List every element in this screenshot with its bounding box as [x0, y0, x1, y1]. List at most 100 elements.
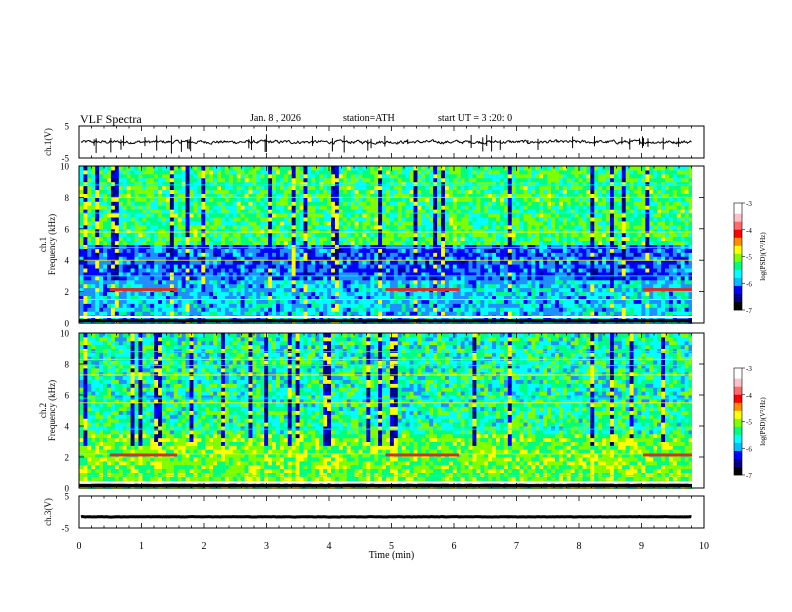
ch1-spectrogram-cell: [401, 166, 406, 171]
ch1-spectrogram-cell: [657, 237, 662, 242]
ch1-spectrogram-cell: [653, 264, 658, 269]
ch1-spectrogram-cell: [594, 248, 599, 254]
ch1-spectrogram-cell: [118, 268, 124, 273]
ch1-spectrogram-cell: [649, 170, 654, 175]
ch1-spectrogram-cell: [574, 284, 579, 289]
ch1-spectrogram-cell: [476, 272, 481, 277]
ch1-spectrogram-cell: [118, 241, 124, 246]
ch1-spectrogram-cell: [264, 182, 269, 187]
ch1-spectrogram-cell: [350, 237, 355, 242]
ch1-spectrogram-cell: [531, 217, 536, 222]
ch1-spectrogram-cell: [362, 217, 367, 222]
ch1-spectrogram-cell: [558, 284, 564, 289]
ch1-spectrogram-cell: [527, 284, 532, 289]
ch1-spectrogram-cell: [95, 264, 100, 269]
ch1-spectrogram-cell: [578, 182, 583, 187]
ch1-spectrogram-cell: [307, 197, 312, 203]
ch1-spectrogram-cell: [444, 170, 450, 175]
ch1-spectrogram-cell: [484, 256, 489, 261]
ch1-spectrogram-cell: [382, 178, 387, 183]
ch1-spectrogram-cell: [448, 252, 454, 258]
ch1-spectrogram-cell: [268, 260, 273, 265]
ch1-spectrogram-cell: [641, 178, 646, 183]
ch1-spectrogram-cell: [240, 256, 245, 261]
ch1-spectrogram-cell: [79, 225, 84, 230]
ch1-spectrogram-cell: [499, 190, 505, 195]
ch1-spectrogram-cell: [138, 245, 143, 250]
ch1-spectrogram-cell: [519, 193, 524, 199]
ch1-spectrogram-cell: [558, 166, 564, 171]
ch1-spectrogram-cell: [476, 241, 481, 246]
ch1-spectrogram-cell: [354, 197, 359, 203]
ch1-spectrogram-cell: [154, 272, 159, 277]
ch1-spectrogram-cell: [417, 252, 422, 258]
ch1-spectrogram-cell: [154, 209, 159, 214]
ch1-spectrogram-cell: [378, 272, 383, 277]
ch1-spectrogram-cell: [680, 245, 685, 250]
ch1-spectrogram-cell: [405, 268, 410, 273]
ch1-spectrogram-cell: [676, 256, 682, 261]
ch1-spectrogram-cell: [142, 213, 147, 218]
ch1-spectrogram-cell: [566, 174, 571, 179]
ch1-spectrogram-cell: [154, 174, 159, 179]
ch1-spectrogram-cell: [283, 264, 289, 269]
ch1-spectrogram-cell: [413, 245, 418, 250]
ch1-spectrogram-cell: [193, 213, 198, 218]
ch1-spectrogram-cell: [409, 237, 414, 242]
ch1-spectrogram-cell: [295, 260, 300, 265]
ch1-spectrogram-cell: [456, 272, 461, 277]
ch1-spectrogram-cell: [625, 241, 630, 246]
ch1-spectrogram-cell: [205, 205, 210, 210]
ch1-spectrogram-cell: [468, 248, 473, 254]
ch1-spectrogram-cell: [539, 205, 544, 210]
ch1-spectrogram-cell: [637, 252, 642, 258]
ch1-spectrogram-cell: [511, 166, 516, 171]
ch1-spectrogram-cell: [240, 221, 245, 226]
ch1-spectrogram-cell: [126, 245, 131, 250]
ch1-spectrogram-cell: [162, 186, 167, 191]
ch1-spectrogram-cell: [409, 225, 414, 230]
ch1-spectrogram-cell: [444, 178, 450, 183]
ch1-spectrogram-cell: [456, 264, 461, 269]
ch1-spectrogram-cell: [358, 284, 363, 289]
ch1-spectrogram-cell: [503, 245, 509, 250]
ch1-spectrogram-cell: [389, 245, 395, 250]
ch1-spectrogram-cell: [606, 225, 611, 230]
ch1-spectrogram-cell: [275, 260, 281, 265]
ch1-spectrogram-cell: [456, 205, 461, 210]
ch1-spectrogram-cell: [83, 201, 88, 207]
ch1-spectrogram-cell: [562, 272, 568, 277]
ch1-spectrogram-cell: [621, 170, 626, 175]
ch1-spectrogram-cell: [456, 229, 461, 234]
ch1-spectrogram-cell: [162, 237, 167, 242]
ch1-spectrogram-cell: [476, 178, 481, 183]
ch1-spectrogram-cell: [228, 245, 234, 250]
ch1-spectrogram-cell: [625, 217, 630, 222]
ch1-spectrogram-cell: [338, 252, 344, 258]
ch1-spectrogram-cell: [240, 252, 245, 258]
ch1-spectrogram-cell: [362, 284, 367, 289]
ch1-spectrogram-cell: [272, 201, 277, 207]
ch1-spectrogram-cell: [582, 213, 587, 218]
ch1-spectrogram-cell: [472, 193, 477, 199]
ch1-spectrogram-cell: [456, 174, 461, 179]
ch1-spectrogram-cell: [464, 229, 469, 234]
ch1-spectrogram-cell: [103, 252, 108, 258]
ch1-spectrogram-cell: [441, 193, 446, 199]
ch1-spectrogram-cell: [519, 201, 524, 207]
ch1-spectrogram-cell: [154, 170, 159, 175]
ch1-spectrogram-cell: [374, 264, 379, 269]
ch1-spectrogram-cell: [488, 186, 493, 191]
ch1-spectrogram-cell: [158, 205, 163, 210]
ch1-spectrogram-cell: [393, 284, 399, 289]
ch1-spectrogram-cell: [370, 174, 375, 179]
ch1-spectrogram-cell: [126, 170, 131, 175]
ch1-spectrogram-cell: [417, 190, 422, 195]
ch1-spectrogram-cell: [323, 260, 328, 265]
ch1-spectrogram-cell: [264, 229, 269, 234]
ch1-spectrogram-cell: [629, 252, 634, 258]
ch1-spectrogram-cell: [107, 221, 112, 226]
ch1-spectrogram-cell: [664, 205, 670, 210]
ch1-spectrogram-cell: [409, 260, 414, 265]
ch1-spectrogram-cell: [570, 201, 575, 207]
